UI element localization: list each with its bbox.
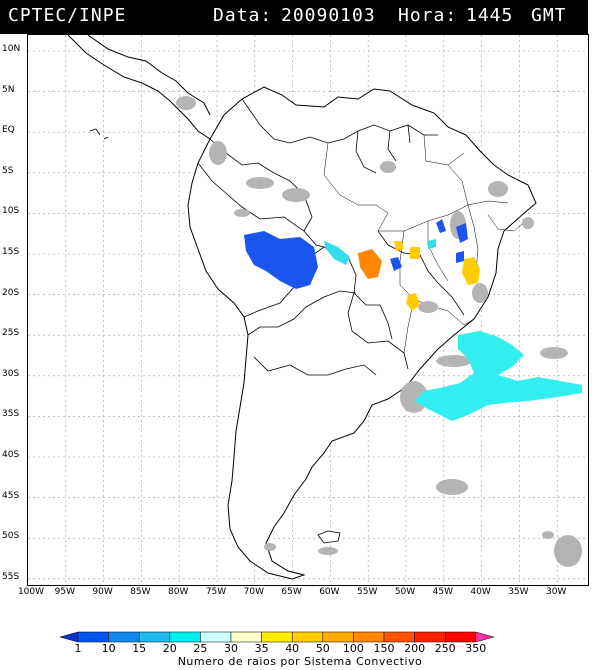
lat-label: 5N <box>2 84 15 95</box>
legend-arrow-right <box>475 631 495 643</box>
legend-value-label: 30 <box>224 642 238 655</box>
system-cyan-2 <box>428 239 436 249</box>
time-zone: GMT <box>531 5 567 26</box>
date-value: 20090103 <box>281 5 376 26</box>
time-label: Hora: <box>398 5 458 26</box>
lon-label: 70W <box>243 587 264 597</box>
legend-value-label: 250 <box>434 642 456 655</box>
lon-label: 85W <box>130 587 151 597</box>
system-blue-small-3 <box>456 223 468 243</box>
lon-label: 80W <box>168 587 189 597</box>
cloud-systems-grey <box>176 96 582 567</box>
legend-swatch <box>261 631 293 643</box>
lat-label: 25S <box>2 328 20 339</box>
system-blue-small-1 <box>390 257 402 271</box>
legend-value-label: 35 <box>254 642 269 655</box>
legend-value-label: 25 <box>193 642 208 655</box>
legend-value-label: 20 <box>162 642 177 655</box>
lat-label: 40S <box>2 450 20 460</box>
lat-label: 5S <box>2 165 14 176</box>
system-yellow-2 <box>410 247 420 259</box>
lat-label: EQ <box>2 125 15 136</box>
legend-value-label: 15 <box>132 642 147 655</box>
legend-swatch <box>77 631 109 643</box>
lon-label: 75W <box>205 587 227 597</box>
galapagos-islands <box>89 128 109 140</box>
lon-label: 35W <box>508 587 529 597</box>
lat-label: 35S <box>2 409 20 420</box>
lat-label: 55S <box>2 571 20 582</box>
legend-value-label: 40 <box>285 642 300 655</box>
system-cyan-small <box>324 241 350 265</box>
legend-swatch <box>291 631 324 643</box>
legend-value-label: 350 <box>465 642 487 655</box>
lon-label: 95W <box>54 587 75 597</box>
legend-value-label: 100 <box>342 642 364 655</box>
lat-label: 50S <box>2 531 20 542</box>
lon-label: 40W <box>470 587 491 597</box>
system-yellow-1 <box>394 241 404 251</box>
legend-title: Numero de raios por Sistema Convectivo <box>177 655 423 668</box>
time-value: 1445 <box>466 5 514 26</box>
lat-label: 30S <box>2 368 20 379</box>
date-label: Data: <box>213 5 273 26</box>
lat-label: 15S <box>2 247 20 257</box>
lat-label: 10S <box>2 206 20 217</box>
map-header: CPTEC/INPE Data: 20090103 Hora: 1445 GMT <box>0 0 588 34</box>
falkland-islands <box>317 530 341 544</box>
legend-arrow-left <box>60 631 79 643</box>
legend-value-label: 10 <box>101 642 116 655</box>
legend-swatch <box>353 631 385 643</box>
source-label: CPTEC/INPE <box>8 5 127 26</box>
south-america-coastline <box>187 86 537 580</box>
system-yellow-east <box>462 257 480 285</box>
system-orange <box>358 249 382 279</box>
legend-swatch <box>322 631 354 643</box>
legend-value-label: 150 <box>373 642 395 655</box>
lon-label: 90W <box>92 587 113 597</box>
map-svg <box>28 35 588 585</box>
legend-value-label: 200 <box>404 642 426 655</box>
lon-label: 60W <box>319 587 340 597</box>
system-blue-small-2 <box>436 219 446 233</box>
legend-swatch <box>383 631 415 643</box>
system-cyan-atlantic <box>414 331 582 421</box>
lon-label: 55W <box>357 587 378 597</box>
legend-swatch <box>230 631 262 643</box>
legend-value-label: 50 <box>315 642 330 655</box>
legend-swatch <box>108 631 140 643</box>
convective-systems <box>244 219 582 421</box>
legend-colorbar <box>60 631 495 643</box>
system-yellow-south <box>406 293 420 311</box>
legend-swatch <box>169 631 201 643</box>
lat-label: 20S <box>2 287 20 298</box>
system-bolivia-blue <box>244 231 318 289</box>
system-blue-east <box>456 251 464 263</box>
lat-label: 10N <box>2 44 21 54</box>
central-america-coastline-north <box>87 35 211 116</box>
lon-label: 50W <box>394 587 416 597</box>
legend-swatch <box>138 631 171 643</box>
lon-label: 100W <box>17 587 45 597</box>
legend-value-label: 1 <box>74 642 82 655</box>
central-america-coastline <box>67 35 211 140</box>
legend-swatch <box>200 631 232 643</box>
lat-label: 45S <box>2 490 20 501</box>
legend-swatch <box>414 631 446 643</box>
lon-label: 65W <box>281 587 302 597</box>
legend-swatch <box>444 631 477 643</box>
lon-label: 30W <box>546 587 567 597</box>
map-canvas <box>27 34 589 586</box>
lon-label: 45W <box>432 587 453 597</box>
